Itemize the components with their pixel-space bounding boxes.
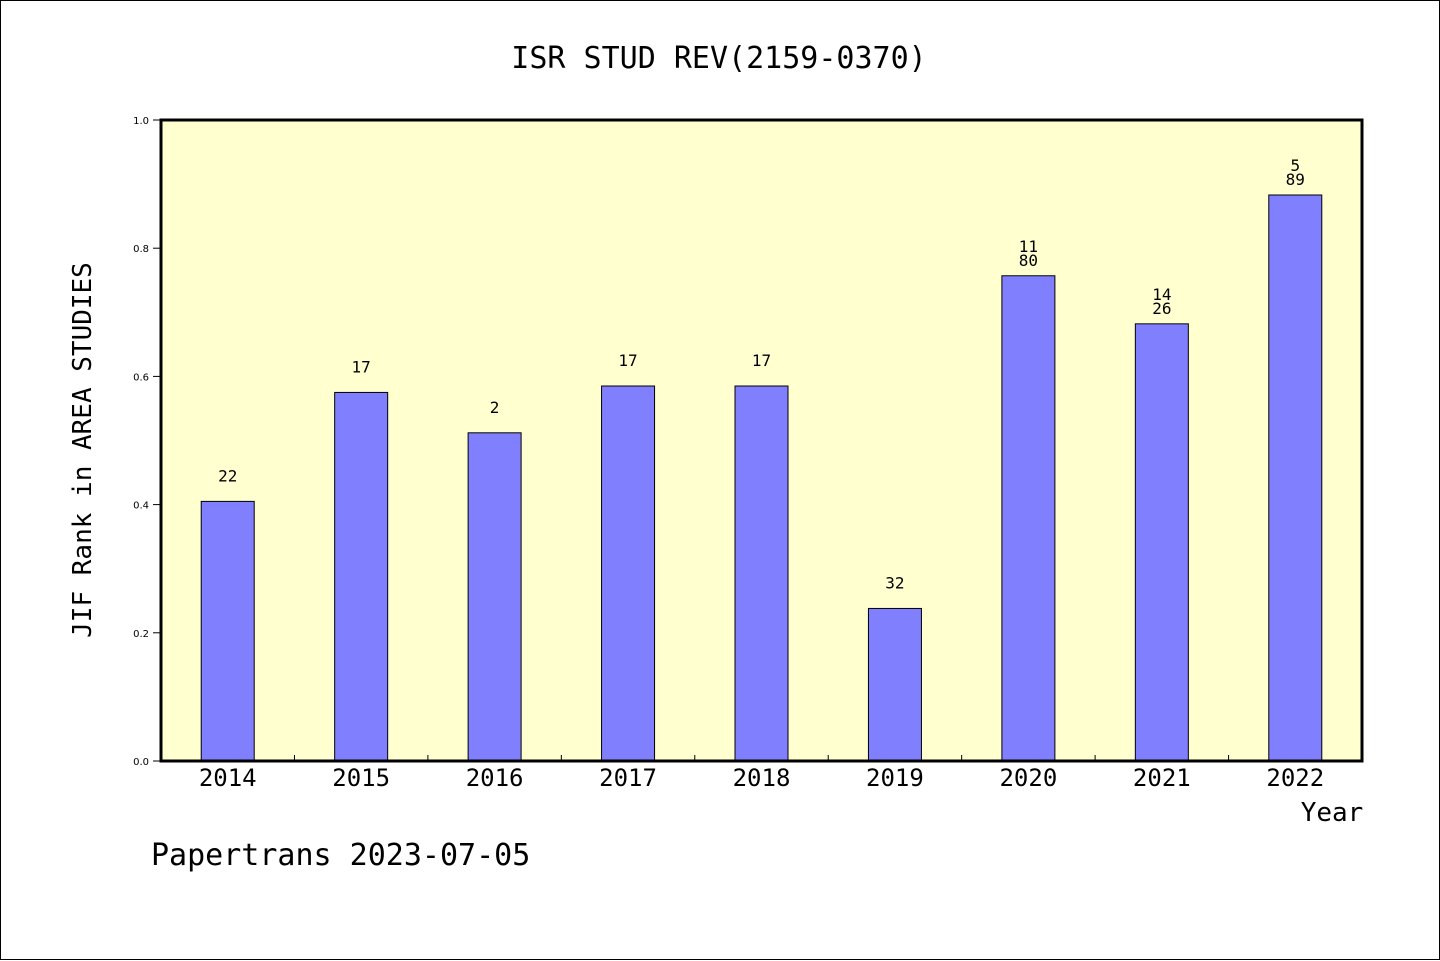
x-tick-label: 2022 [1266,764,1324,792]
chart-title: ISR STUD REV(2159-0370) [511,41,926,76]
x-tick-label: 2021 [1133,764,1191,792]
y-tick-label: 0.6 [133,372,149,383]
bar-value-label: 2 [490,398,500,417]
plot-border [159,118,1364,763]
bar-value-label: 17 [752,351,771,370]
y-tick-label: 0.2 [133,629,149,640]
bar-value-label: 17 [618,351,637,370]
bar-value-label: 22 [218,466,237,485]
bar-2016 [467,432,522,762]
bar-value-label: 32 [885,573,904,592]
y-axis-label: JIF Rank in AREA STUDIES [68,262,98,638]
y-tick-label: 1.0 [133,116,149,127]
bar-value-label: 17 [352,357,371,376]
bar-2018 [734,385,789,762]
y-tick-label: 0.4 [133,501,149,512]
x-axis-label: Year [1301,798,1364,828]
y-tick-label: 0.0 [133,757,149,768]
x-tick-label: 2018 [733,764,791,792]
x-tick-label: 2019 [866,764,924,792]
x-tick-label: 2016 [466,764,524,792]
bar-2017 [601,385,656,762]
bar-value-label: 26 [1152,299,1171,318]
bar-2020 [1001,275,1056,762]
y-tick-label: 0.8 [133,244,149,255]
x-tick-label: 2015 [332,764,390,792]
x-ticks-layer: 2014 2015 2016 2017 2018 2019 2020 2021 2022 [199,755,1324,792]
bars-layer [200,194,1323,762]
bar-value-label: 11 [1019,237,1038,256]
y-ticks-layer: 0.0 0.2 0.4 0.6 0.8 1.0 [133,116,161,768]
bar-2014 [200,500,255,762]
bar-2015 [334,391,389,762]
x-tick-label: 2014 [199,764,257,792]
footer-credit: Papertrans 2023-07-05 [151,838,530,873]
bar-2022 [1268,194,1323,762]
bar-value-label: 5 [1290,156,1300,175]
bar-2019 [867,607,922,762]
bar-2021 [1134,323,1189,762]
bar-value-label: 89 [1286,170,1305,189]
x-tick-label: 2020 [999,764,1057,792]
bar-value-label: 80 [1019,251,1038,270]
bar-value-label: 14 [1152,285,1171,304]
x-tick-label: 2017 [599,764,657,792]
